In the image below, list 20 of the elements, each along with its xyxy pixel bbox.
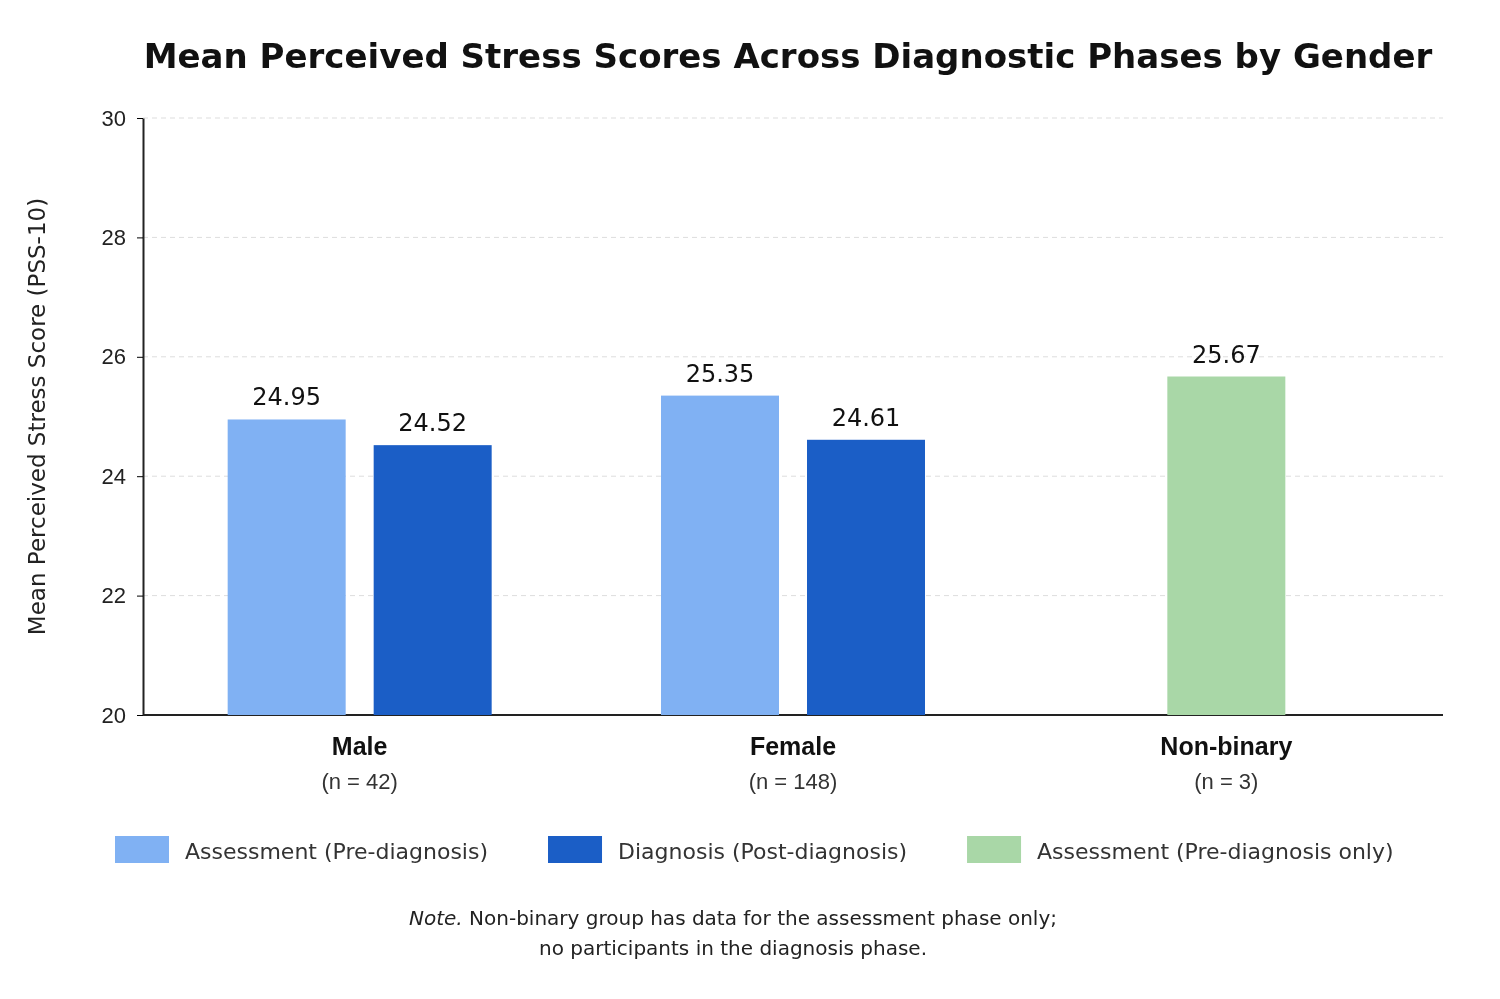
x-tick-label: Male (n = 42) bbox=[321, 732, 398, 794]
x-tick-label: Female (n = 148) bbox=[748, 732, 838, 794]
y-tick-label: 22 bbox=[101, 583, 126, 609]
data-label: 24.61 bbox=[831, 403, 901, 432]
chart-title: Mean Perceived Stress Scores Across Diagnostic Phases by Gender bbox=[143, 36, 1433, 76]
data-label: 24.95 bbox=[252, 383, 322, 412]
data-label: 25.35 bbox=[685, 359, 755, 388]
data-label: 24.52 bbox=[398, 409, 468, 438]
legend-label: Assessment (Pre-diagnosis only) bbox=[1037, 839, 1394, 864]
y-tick-label: 30 bbox=[101, 105, 126, 131]
y-tick-label: 28 bbox=[101, 224, 126, 250]
y-tick-label: 24 bbox=[101, 463, 126, 489]
data-label: 25.67 bbox=[1191, 340, 1261, 369]
y-axis-title: Mean Perceived Stress Score (PSS-10) bbox=[24, 197, 50, 636]
y-tick-label: 26 bbox=[101, 344, 126, 370]
x-tick-label: Non-binary (n = 3) bbox=[1160, 732, 1293, 794]
text: Note. Non-binary group has data for the assessment phase only; no participants in the diagnosis phase. bbox=[409, 906, 1057, 960]
legend-label: Assessment (Pre-diagnosis) bbox=[185, 839, 489, 864]
legend-label: Diagnosis (Post-diagnosis) bbox=[618, 839, 908, 864]
y-tick-label: 20 bbox=[101, 702, 126, 728]
